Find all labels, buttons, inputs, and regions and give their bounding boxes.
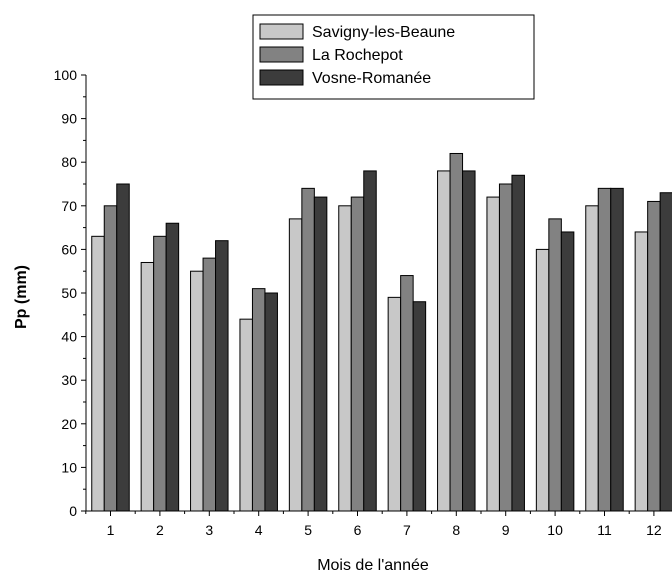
legend: Savigny-les-Beaune La Rochepot Vosne-Roman…: [252, 14, 535, 100]
bar-2-month-5: [301, 187, 315, 512]
legend-swatch-1: [259, 23, 304, 40]
x-tick-label: 8: [452, 522, 460, 538]
bar-2-month-9: [498, 183, 513, 512]
bar-1-month-8: [437, 170, 451, 512]
bar-1-month-11: [585, 205, 599, 512]
legend-swatch-2: [259, 46, 304, 63]
bar-1-month-5: [288, 218, 303, 512]
bar-2-month-2: [153, 235, 167, 512]
bar-3-month-5: [313, 196, 328, 512]
y-axis-title: Pp (mm): [13, 265, 30, 329]
x-tick-label: 4: [255, 522, 263, 538]
bar-3-month-4: [264, 292, 278, 512]
bar-1-month-6: [338, 205, 352, 512]
x-tick-label: 7: [403, 522, 411, 538]
bar-3-month-8: [462, 170, 476, 512]
bar-3-month-10: [560, 231, 575, 512]
y-tick-label: 60: [61, 241, 77, 257]
bar-3-month-2: [165, 222, 180, 512]
y-tick-label: 90: [61, 111, 77, 127]
y-tick-label: 30: [61, 372, 77, 388]
bar-1-month-1: [91, 235, 105, 512]
bar-3-month-12: [659, 192, 672, 512]
bar-2-month-1: [103, 205, 118, 512]
y-tick-label: 70: [61, 198, 77, 214]
x-tick-label: 5: [304, 522, 312, 538]
legend-swatch-3: [259, 69, 304, 86]
x-tick-label: 6: [354, 522, 362, 538]
y-tick-label: 10: [61, 459, 77, 475]
y-tick-label: 50: [61, 285, 77, 301]
bar-1-month-10: [535, 248, 550, 512]
x-tick-label: 10: [547, 522, 563, 538]
x-axis-title: Mois de l'année: [317, 557, 429, 574]
bar-2-month-3: [202, 257, 217, 512]
y-tick-label: 100: [54, 67, 78, 83]
bar-3-month-3: [215, 240, 229, 512]
bar-2-month-11: [597, 187, 612, 512]
bar-2-month-7: [400, 275, 414, 512]
x-tick-label: 1: [107, 522, 115, 538]
bar-3-month-11: [610, 187, 624, 512]
bar-3-month-6: [363, 170, 377, 512]
x-tick-label: 3: [205, 522, 213, 538]
bar-3-month-7: [412, 301, 427, 512]
bar-1-month-12: [634, 231, 649, 512]
bar-2-month-10: [548, 218, 562, 512]
bars-layer: [91, 152, 672, 512]
y-tick-label: 40: [61, 329, 77, 345]
bar-1-month-3: [190, 270, 204, 512]
x-tick-label: 11: [597, 522, 612, 538]
x-tick-label: 12: [646, 522, 662, 538]
x-tick-label: 2: [156, 522, 164, 538]
legend-label-2: La Rochepot: [312, 47, 403, 64]
bar-1-month-2: [140, 261, 155, 512]
bar-2-month-6: [350, 196, 365, 512]
legend-label-1: Savigny-les-Beaune: [312, 24, 455, 41]
bar-2-month-4: [251, 288, 266, 512]
y-tick-label: 80: [61, 154, 77, 170]
legend-label-3: Vosne-Romanée: [312, 70, 431, 87]
y-tick-label: 0: [69, 503, 77, 519]
bar-1-month-4: [239, 318, 253, 512]
bar-2-month-12: [647, 200, 661, 512]
bar-1-month-9: [486, 196, 500, 512]
bar-3-month-1: [116, 183, 130, 512]
bar-2-month-8: [449, 152, 464, 512]
bar-1-month-7: [387, 296, 402, 512]
x-tick-label: 9: [502, 522, 510, 538]
bar-3-month-9: [511, 174, 525, 512]
y-tick-label: 20: [61, 416, 77, 432]
